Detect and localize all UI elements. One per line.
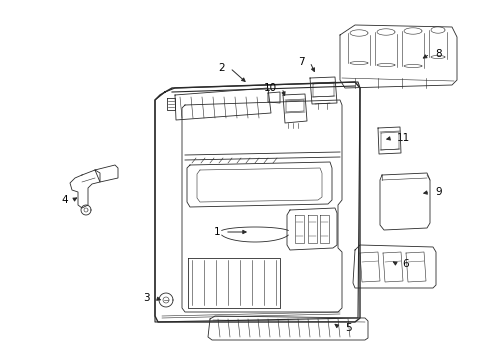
Text: 11: 11 [397, 133, 410, 143]
Text: 10: 10 [264, 83, 277, 93]
Text: 3: 3 [144, 293, 150, 303]
Text: 9: 9 [435, 187, 441, 197]
Text: 6: 6 [402, 259, 409, 269]
Text: 7: 7 [298, 57, 305, 67]
Text: 4: 4 [61, 195, 68, 205]
Text: 8: 8 [435, 49, 441, 59]
Text: 2: 2 [219, 63, 225, 73]
Text: 1: 1 [213, 227, 220, 237]
Text: 5: 5 [345, 323, 352, 333]
